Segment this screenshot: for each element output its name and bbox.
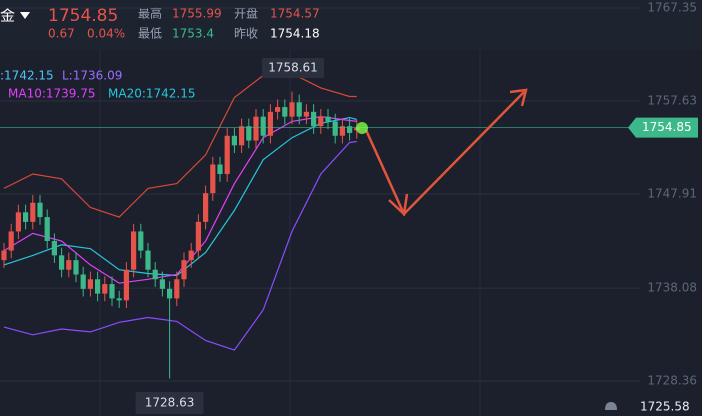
candle-body [210, 164, 216, 194]
candle-body [30, 202, 36, 222]
arrow-head [388, 193, 409, 217]
low-box [135, 392, 204, 414]
bell-icon[interactable] [605, 402, 617, 410]
price: 1754.85 [48, 6, 118, 26]
candle-body [231, 135, 237, 146]
candle-body [138, 231, 144, 251]
candle-body [167, 288, 173, 299]
candle-body [116, 298, 122, 301]
candle-body [174, 279, 180, 299]
candle-body [8, 231, 14, 251]
candle-body [303, 111, 309, 117]
dropdown-icon[interactable] [20, 12, 30, 19]
stat-value: 1754.18 [270, 27, 320, 41]
candle-body [332, 121, 338, 136]
candle-body [195, 221, 201, 251]
candle-body [296, 102, 302, 117]
stat-label: 最低 [138, 27, 162, 41]
indicator-line [3, 140, 357, 351]
candle-body [275, 107, 281, 112]
y-tick-label: 1747.91 [647, 187, 697, 201]
candle-body [109, 284, 115, 299]
legend-text: MA10:1739.75 [8, 87, 96, 101]
candle-body [188, 250, 194, 261]
candle-body [289, 102, 295, 117]
candle-body [246, 126, 252, 141]
arrow-head [509, 88, 528, 107]
candle-body [131, 231, 137, 270]
candle-body [311, 111, 317, 127]
high-label: 1758.61 [268, 61, 318, 75]
candle-body [217, 164, 223, 175]
candle-body [159, 279, 165, 289]
candle-body [51, 241, 57, 256]
candle-body [95, 279, 101, 294]
high-box [262, 58, 324, 78]
candle-body [80, 274, 86, 289]
stat-label: 开盘 [234, 6, 258, 21]
candle-body [145, 250, 151, 270]
candle-body [59, 255, 65, 270]
last-price-label: 1754.85 [642, 120, 692, 134]
candle-body [260, 116, 266, 136]
candle-body [66, 260, 72, 270]
change: 0.67 [48, 27, 75, 41]
stat-label: 昨收 [234, 27, 258, 41]
y-tick-label: 1767.35 [647, 1, 697, 15]
last-price-tag [628, 117, 698, 138]
candle-body [203, 193, 209, 222]
candle-body [23, 212, 29, 222]
y-tick-label: 1738.08 [647, 281, 697, 295]
legend-text: L:1736.09 [62, 69, 122, 83]
candle-body [224, 135, 230, 175]
change-pct: 0.04% [87, 27, 125, 41]
y-tick-label: 1757.63 [647, 94, 697, 108]
candle-body [253, 116, 259, 141]
bottom-label: 1725.58 [640, 400, 690, 414]
symbol: 金 [0, 7, 15, 25]
candle-body [339, 126, 345, 136]
stat-value: 1755.99 [172, 7, 222, 21]
candle-body [347, 126, 353, 133]
last-point-glow [356, 122, 368, 134]
candle-body [1, 250, 7, 261]
stat-label: 最高 [138, 6, 162, 21]
candle-body [181, 260, 187, 280]
candle-body [267, 111, 273, 136]
stat-value: 1753.4 [172, 27, 214, 41]
candle-body [152, 269, 158, 280]
candle-body [325, 116, 331, 122]
candle-body [73, 260, 79, 275]
candle-body [44, 217, 50, 242]
indicator-line [3, 72, 357, 218]
candle-body [318, 116, 324, 127]
candle-body [87, 279, 93, 289]
arrows [364, 88, 528, 217]
low-label: 1728.63 [145, 396, 195, 410]
candle-body [102, 284, 108, 294]
candle-body [123, 269, 129, 301]
stat-value: 1754.57 [270, 7, 320, 21]
y-tick-label: 1728.36 [647, 374, 697, 388]
candle-body [37, 202, 43, 218]
candle-body [239, 126, 245, 146]
legend-text: :1742.15 [0, 69, 54, 83]
candle-body [282, 107, 288, 117]
candle-body [15, 212, 21, 232]
legend-text: MA20:1742.15 [108, 87, 196, 101]
